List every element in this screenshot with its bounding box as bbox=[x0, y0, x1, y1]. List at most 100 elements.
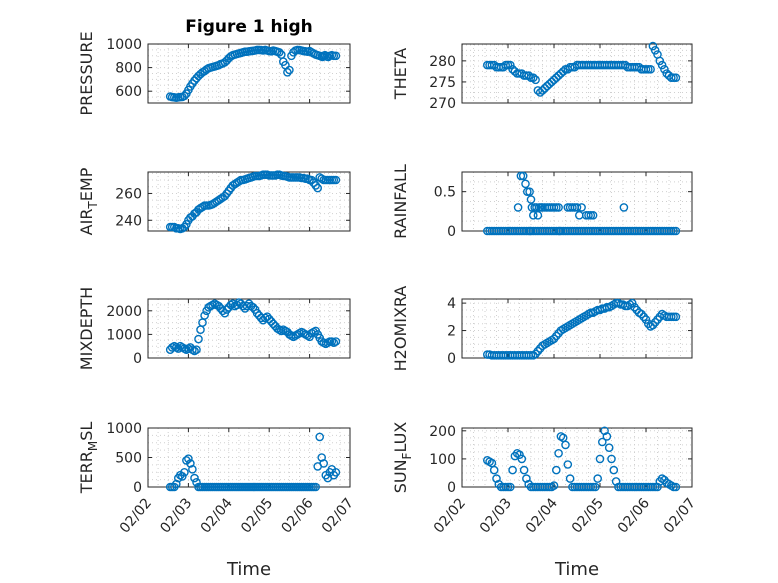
data-point bbox=[549, 481, 559, 490]
y-tick-label: 4 bbox=[447, 296, 456, 312]
data-point bbox=[555, 226, 564, 236]
data-point bbox=[180, 467, 189, 477]
data-point bbox=[549, 75, 559, 85]
y-axis-label: PRESSURE bbox=[77, 31, 96, 115]
data-point bbox=[180, 91, 189, 101]
subplot-theta: 270 275 280 THETA bbox=[391, 41, 693, 112]
data-point bbox=[188, 464, 197, 474]
y-tick-label: 0 bbox=[447, 224, 456, 240]
data-point bbox=[600, 426, 609, 436]
data-point bbox=[186, 459, 195, 468]
data-point bbox=[593, 474, 603, 483]
axes-box bbox=[147, 298, 351, 359]
data-point bbox=[565, 474, 575, 483]
data-point bbox=[517, 454, 527, 464]
subplot-h2omixra: 0 2 4 H2OMIXRA bbox=[391, 286, 693, 372]
y-tick-label: 0.5 bbox=[434, 185, 456, 201]
data-point bbox=[655, 56, 665, 66]
data-point bbox=[595, 454, 605, 464]
x-axis-label: Time bbox=[226, 559, 271, 580]
data-point bbox=[529, 210, 538, 220]
subplot-mixdepth: 0 1000 2000 MIXDEPTH bbox=[77, 287, 351, 370]
data-point bbox=[532, 203, 541, 212]
data-point bbox=[232, 300, 242, 310]
data-point bbox=[331, 337, 341, 346]
data-point bbox=[588, 210, 598, 220]
y-tick-label: 1000 bbox=[106, 327, 142, 343]
data-point bbox=[198, 202, 207, 212]
data-point bbox=[609, 465, 619, 475]
y-tick-label: 275 bbox=[429, 75, 456, 91]
data-point bbox=[194, 334, 203, 344]
y-tick-label: 500 bbox=[115, 451, 142, 467]
data-point bbox=[533, 210, 543, 220]
data-point bbox=[242, 301, 252, 311]
y-tick-label: 270 bbox=[429, 96, 456, 112]
data-point bbox=[177, 472, 187, 481]
axes-box bbox=[461, 427, 693, 488]
data-point bbox=[508, 65, 517, 74]
y-axis-label: H2OMIXRA bbox=[391, 286, 410, 372]
data-point bbox=[515, 450, 524, 460]
data-point bbox=[540, 84, 550, 93]
data-point bbox=[602, 432, 612, 441]
data-point bbox=[522, 474, 531, 483]
data-point bbox=[604, 443, 614, 453]
y-tick-label: 1000 bbox=[106, 421, 142, 437]
data-point bbox=[315, 432, 325, 442]
subplot-pressure: 600 800 1000 PRESSURE Figure 1 high bbox=[77, 17, 351, 116]
data-point bbox=[331, 51, 341, 61]
data-point bbox=[331, 467, 341, 477]
data-point bbox=[650, 46, 660, 55]
data-point bbox=[513, 203, 523, 212]
data-point bbox=[607, 454, 616, 464]
data-point bbox=[521, 179, 530, 189]
data-point bbox=[563, 460, 573, 469]
data-point bbox=[558, 67, 568, 76]
data-point bbox=[671, 312, 681, 322]
y-axis-label: TERRMSL bbox=[77, 422, 100, 495]
data-point bbox=[545, 79, 554, 89]
y-axis-label: AIRTEMP bbox=[77, 167, 100, 235]
data-point bbox=[648, 41, 658, 51]
data-point bbox=[531, 75, 540, 85]
y-axis-label: SUNFLUX bbox=[391, 422, 414, 494]
data-point bbox=[533, 346, 543, 356]
data-point bbox=[619, 203, 629, 212]
data-point bbox=[283, 68, 292, 77]
data-point bbox=[519, 465, 529, 475]
y-tick-label: 2 bbox=[447, 324, 456, 340]
data-point bbox=[248, 302, 258, 312]
data-point bbox=[627, 298, 637, 308]
subplot-rainfall: 0 0.5 RAINFALL bbox=[391, 164, 693, 240]
data-point bbox=[317, 174, 327, 183]
data-point bbox=[552, 73, 561, 82]
data-point bbox=[554, 71, 563, 80]
axes-box bbox=[147, 43, 351, 104]
y-axis-label: THETA bbox=[391, 48, 410, 100]
data-point bbox=[508, 465, 517, 475]
data-point bbox=[524, 71, 534, 80]
data-point bbox=[561, 440, 570, 450]
data-point bbox=[274, 48, 284, 57]
data-point bbox=[184, 454, 193, 464]
data-point bbox=[611, 477, 621, 486]
data-point bbox=[671, 73, 681, 82]
data-point bbox=[489, 465, 499, 475]
data-point bbox=[285, 65, 294, 75]
data-point bbox=[173, 344, 183, 353]
data-point bbox=[572, 203, 582, 212]
data-point bbox=[671, 226, 681, 236]
y-tick-label: 0 bbox=[133, 480, 142, 496]
data-point bbox=[591, 482, 600, 492]
data-point bbox=[538, 86, 547, 95]
data-point bbox=[317, 453, 327, 462]
data-point bbox=[518, 171, 528, 181]
data-point bbox=[577, 203, 586, 212]
data-point bbox=[313, 183, 323, 193]
data-point bbox=[671, 482, 681, 492]
data-point bbox=[319, 459, 329, 468]
y-tick-label: 0 bbox=[447, 480, 456, 496]
y-tick-label: 2000 bbox=[106, 304, 142, 320]
